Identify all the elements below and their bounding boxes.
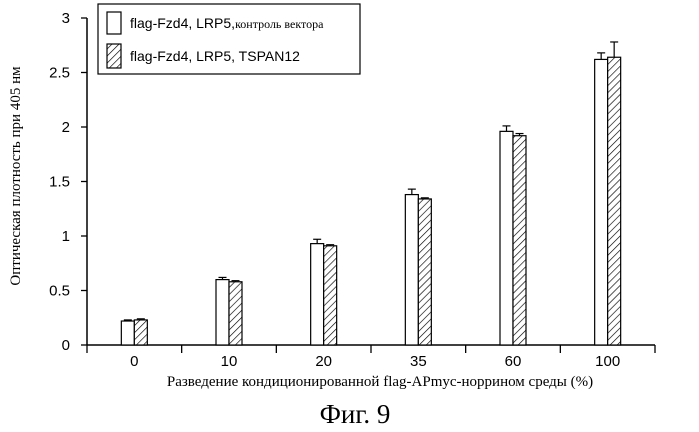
y-axis-label: Оптическая плотность при 405 нм: [8, 66, 24, 286]
legend-swatch-plain: [107, 12, 121, 34]
y-tick-label: 0: [62, 337, 70, 354]
bar-hatched: [513, 136, 526, 345]
legend-label-1: flag-Fzd4, LRP5,контроль вектора: [130, 15, 324, 31]
y-ticks: 0 0.5 1 1.5 2 2.5 3: [49, 10, 87, 354]
x-tick-label: 60: [505, 353, 522, 370]
bar-plain: [405, 195, 418, 345]
bar-hatched: [229, 282, 242, 345]
figure-caption: Фиг. 9: [320, 399, 391, 429]
y-tick-label: 3: [62, 10, 70, 27]
x-tick-label: 0: [130, 353, 138, 370]
legend-label-2: flag-Fzd4, LRP5, TSPAN12: [130, 48, 300, 64]
y-tick-label: 1.5: [49, 174, 70, 191]
bar-plain: [311, 244, 324, 345]
y-tick-label: 2.5: [49, 65, 70, 82]
x-tick-label: 35: [410, 353, 427, 370]
x-tick-label: 100: [595, 353, 620, 370]
legend: flag-Fzd4, LRP5,контроль вектора flag-Fz…: [98, 4, 360, 74]
bars: [121, 42, 620, 345]
y-tick-label: 2: [62, 119, 70, 136]
legend-label-1-main: flag-Fzd4, LRP5,: [130, 15, 235, 31]
bar-hatched: [324, 246, 337, 345]
bar-plain: [121, 321, 134, 345]
x-tick-label: 20: [315, 353, 332, 370]
bar-plain: [216, 280, 229, 345]
x-ticks: 0 10 20 35 60 100: [87, 345, 655, 370]
y-tick-label: 1: [62, 228, 70, 245]
bar-plain: [500, 131, 513, 345]
bar-hatched: [608, 57, 621, 345]
x-tick-label: 10: [221, 353, 238, 370]
y-tick-label: 0.5: [49, 283, 70, 300]
legend-label-1-suffix: контроль вектора: [235, 17, 324, 31]
bar-hatched: [418, 199, 431, 345]
bar-hatched: [134, 320, 147, 345]
bar-plain: [595, 59, 608, 345]
x-axis-label: Разведение кондиционированной flag-APmyc…: [167, 374, 593, 390]
legend-swatch-hatched: [107, 44, 121, 68]
